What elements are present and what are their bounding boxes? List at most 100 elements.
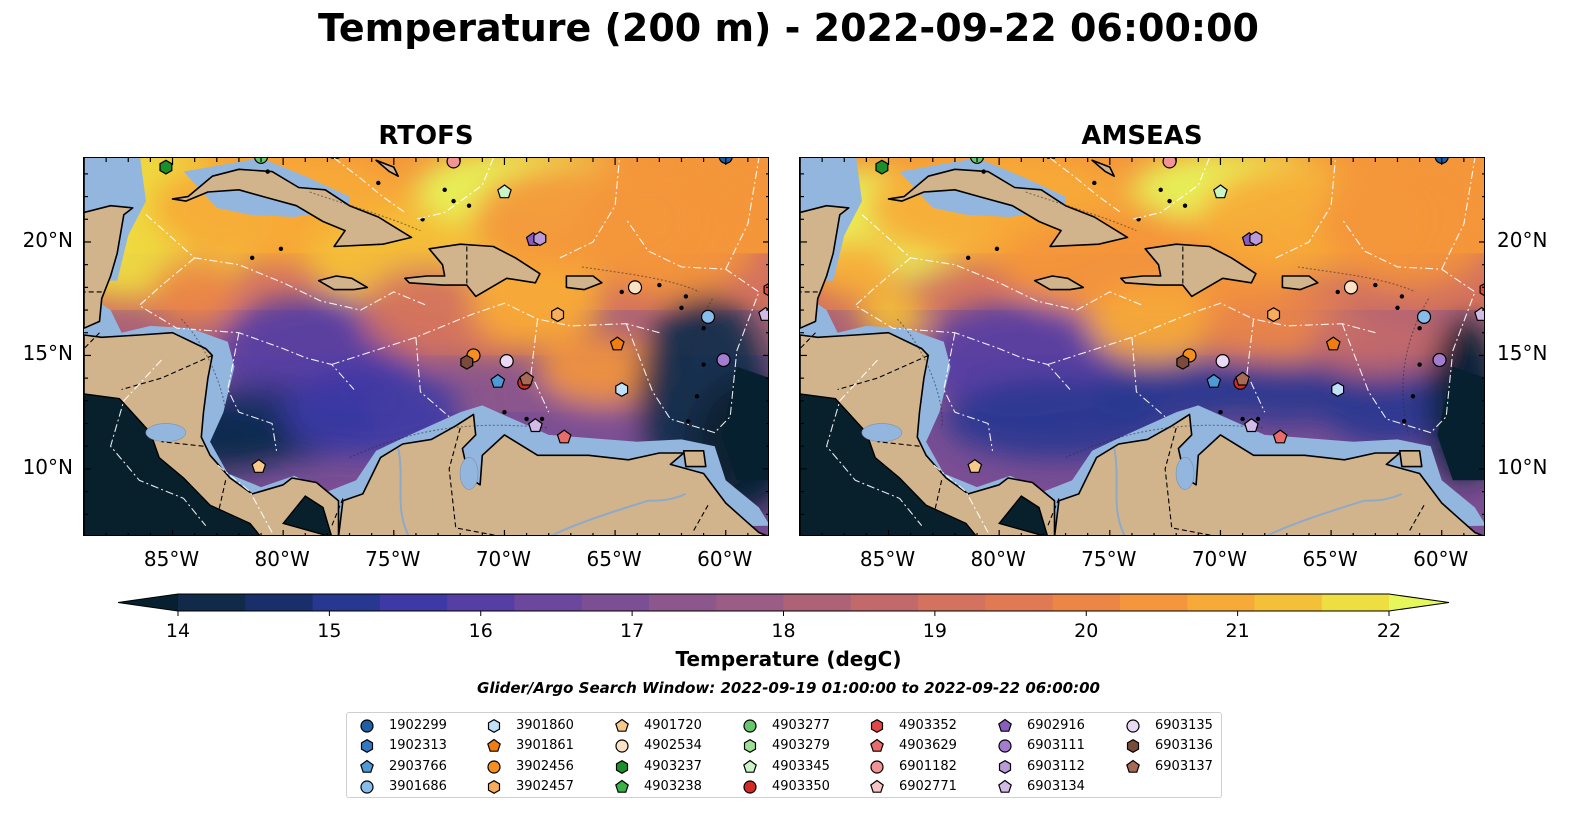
lat-tick-label: 15°N xyxy=(1497,341,1548,366)
platform-marker-6903136-rtofs[interactable] xyxy=(460,354,474,370)
legend-label: 6903112 xyxy=(1027,758,1085,774)
lat-tick-label: 20°N xyxy=(1497,227,1548,252)
platform-marker-6901182-rtofs[interactable] xyxy=(446,158,461,169)
platform-marker-3901861-amseas[interactable] xyxy=(1325,336,1341,351)
colorbar-tick-label: 14 xyxy=(166,620,190,638)
search-window-text: Glider/Argo Search Window: 2022-09-19 01… xyxy=(477,679,1100,697)
platform-marker-6903135-rtofs[interactable] xyxy=(499,354,514,369)
pentagon-marker-icon xyxy=(615,779,629,793)
colorbar-segment xyxy=(1187,594,1256,611)
legend-label: 4903237 xyxy=(644,758,702,774)
legend-label: 3902457 xyxy=(516,778,574,794)
colorbar-tick-label: 16 xyxy=(469,620,493,638)
figure-title: Temperature (200 m) - 2022-09-22 06:00:0… xyxy=(317,6,1259,50)
pentagon-marker-icon xyxy=(870,779,884,793)
legend-label: 6903137 xyxy=(1155,758,1213,774)
pentagon-marker-icon xyxy=(487,739,501,753)
platform-marker-6903112-rtofs[interactable] xyxy=(533,231,547,247)
legend-label: 6901182 xyxy=(899,758,957,774)
legend-label: 3901861 xyxy=(516,738,574,754)
lat-tick-label: 15°N xyxy=(22,341,73,366)
lon-tick-label: 60°W xyxy=(697,547,753,571)
lat-tick-label: 10°N xyxy=(22,454,73,479)
legend-label: 6903136 xyxy=(1155,738,1213,754)
hexagon-marker-icon xyxy=(360,739,374,754)
platform-marker-6903134-amseas[interactable] xyxy=(1244,418,1259,433)
colorbar-label: Temperature (degC) xyxy=(675,647,902,671)
colorbar-segment xyxy=(1321,594,1390,611)
platform-marker-4901720-rtofs[interactable] xyxy=(251,458,267,473)
pentagon-marker-icon xyxy=(743,759,757,773)
colorbar-segment xyxy=(783,594,852,611)
platform-marker-4901720-amseas[interactable] xyxy=(967,458,983,473)
platform-marker-4903345-amseas[interactable] xyxy=(1213,184,1228,199)
platform-marker-4903237-amseas[interactable] xyxy=(875,159,889,175)
legend-label: 2903766 xyxy=(389,758,447,774)
colorbar-segment xyxy=(1119,594,1188,611)
platform-marker-6901182-amseas[interactable] xyxy=(1162,158,1177,169)
platform-marker-4903345-rtofs[interactable] xyxy=(497,184,512,199)
lon-tick-label: 75°W xyxy=(1081,547,1137,571)
colorbar-segment xyxy=(178,594,246,611)
pentagon-marker-icon xyxy=(870,739,884,753)
platform-marker-3901686-rtofs[interactable] xyxy=(700,309,716,324)
colorbar-segment xyxy=(648,594,717,611)
platform-marker-3901861-rtofs[interactable] xyxy=(609,336,625,351)
hexagon-marker-icon xyxy=(1126,739,1140,754)
hexagon-marker-icon xyxy=(998,759,1012,774)
platform-marker-6903111-amseas[interactable] xyxy=(1432,352,1447,368)
panel-title-rtofs: RTOFS xyxy=(378,121,474,151)
lon-tick-label: 80°W xyxy=(254,547,310,571)
platform-marker-6903134-rtofs[interactable] xyxy=(758,306,769,321)
lon-tick-label: 60°W xyxy=(1413,547,1469,571)
platform-marker-4903629-rtofs[interactable] xyxy=(556,429,572,444)
platform-marker-6903136-amseas[interactable] xyxy=(1176,354,1190,370)
platform-marker-6903134-rtofs[interactable] xyxy=(528,418,543,433)
colorbar-tick-label: 18 xyxy=(771,620,795,638)
colorbar-segment xyxy=(850,594,919,611)
platform-marker-3901860-rtofs[interactable] xyxy=(615,382,629,397)
platform-marker-4902534-rtofs[interactable] xyxy=(627,280,643,295)
colorbar-tick-label: 17 xyxy=(620,620,644,638)
legend-label: 4901720 xyxy=(644,718,702,733)
map-rtofs[interactable] xyxy=(83,157,769,536)
platform-marker-6903135-amseas[interactable] xyxy=(1215,354,1230,369)
legend-label: 3901860 xyxy=(516,718,574,733)
platform-marker-3902457-amseas[interactable] xyxy=(1267,307,1281,323)
platform-marker-4903237-rtofs[interactable] xyxy=(159,159,173,175)
lon-tick-label: 70°W xyxy=(475,547,532,571)
lon-tick-label: 85°W xyxy=(859,547,916,571)
legend-label: 4902534 xyxy=(644,738,702,754)
platform-marker-6903111-rtofs[interactable] xyxy=(716,352,731,368)
colorbar-segment xyxy=(581,594,650,611)
platform-marker-3902457-rtofs[interactable] xyxy=(551,307,565,323)
hexagon-marker-icon xyxy=(487,719,501,733)
colorbar-tick-label: 20 xyxy=(1074,620,1098,638)
legend-label: 3901686 xyxy=(389,778,447,794)
legend-label: 4903238 xyxy=(644,778,702,794)
lat-tick-label: 20°N xyxy=(22,227,73,252)
map-amseas[interactable] xyxy=(799,157,1485,536)
colorbar-extend-max xyxy=(1389,594,1449,611)
legend-label: 4903352 xyxy=(899,718,957,733)
platform-marker-3901860-amseas[interactable] xyxy=(1331,382,1345,397)
platform-marker-6903112-amseas[interactable] xyxy=(1249,231,1263,247)
platform-marker-3901686-amseas[interactable] xyxy=(1416,309,1432,324)
platform-marker-2903766-rtofs[interactable] xyxy=(490,373,506,388)
legend-label: 4903350 xyxy=(772,778,830,794)
platform-marker-6903134-amseas[interactable] xyxy=(1474,306,1485,321)
platform-marker-6903137-amseas[interactable] xyxy=(1235,371,1251,386)
pentagon-marker-icon xyxy=(998,779,1012,793)
platform-marker-4903629-amseas[interactable] xyxy=(1272,429,1288,444)
platform-marker-2903766-amseas[interactable] xyxy=(1206,373,1222,388)
platform-marker-4902534-amseas[interactable] xyxy=(1343,280,1359,295)
legend-label: 1902299 xyxy=(389,718,447,733)
hexagon-marker-icon xyxy=(487,779,501,794)
colorbar-extend-min xyxy=(118,594,178,611)
legend-label: 6903111 xyxy=(1027,738,1085,754)
circle-marker-icon xyxy=(1126,719,1140,733)
hexagon-marker-icon xyxy=(870,719,884,733)
colorbar-segment xyxy=(514,594,583,611)
platform-marker-6903137-rtofs[interactable] xyxy=(519,371,535,386)
legend-label: 6903135 xyxy=(1155,718,1213,733)
